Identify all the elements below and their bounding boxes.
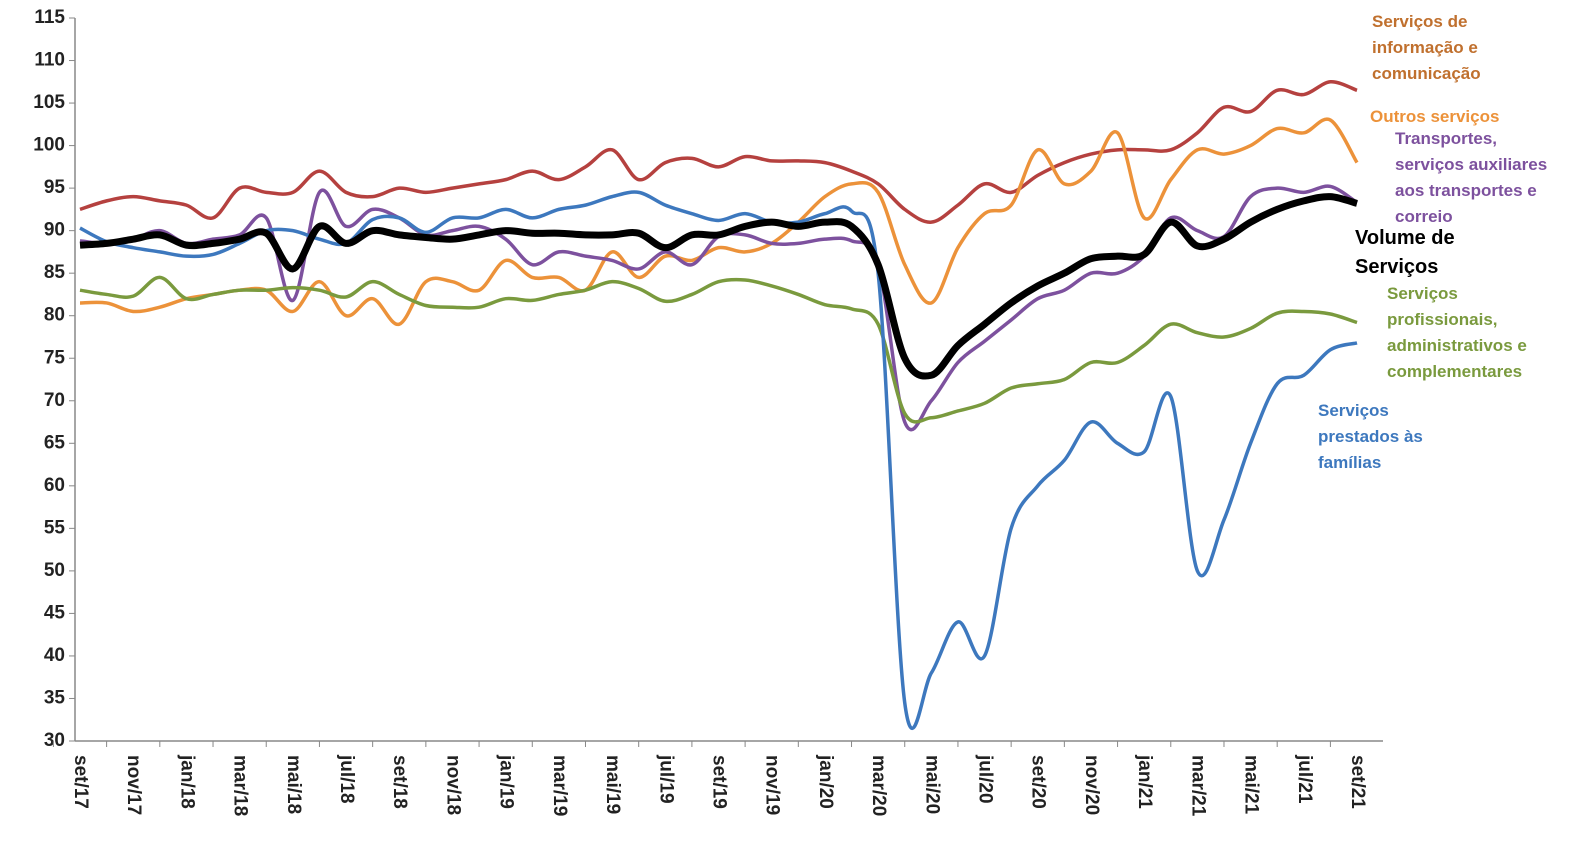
series-line <box>79 190 1358 730</box>
y-tick-label: 115 <box>34 7 65 28</box>
y-tick-label: 35 <box>44 687 66 708</box>
series-line <box>79 275 1358 424</box>
x-tick-label: nov/17 <box>123 755 144 815</box>
x-tick-label: nov/20 <box>1081 755 1102 815</box>
x-tick-label: mar/20 <box>868 755 889 816</box>
x-tick-label: set/19 <box>708 755 729 809</box>
x-tick-label: jul/20 <box>975 754 996 804</box>
y-tick-label: 90 <box>44 220 65 241</box>
x-tick-label: jul/18 <box>336 754 357 804</box>
series-label: Outros serviços <box>1370 107 1500 126</box>
x-tick-label: jul/19 <box>655 754 676 804</box>
x-tick-label: jul/21 <box>1294 754 1315 804</box>
y-tick-label: 75 <box>44 347 66 368</box>
x-tick-label: mai/19 <box>602 755 623 814</box>
y-tick-label: 85 <box>44 262 66 283</box>
y-tick-label: 55 <box>44 517 66 538</box>
y-tick-label: 110 <box>34 50 65 71</box>
y-tick-label: 30 <box>44 730 65 751</box>
x-tick-label: nov/18 <box>442 755 463 815</box>
y-tick-label: 105 <box>33 92 65 113</box>
x-tick-label: jan/20 <box>815 754 836 809</box>
y-tick-label: 100 <box>33 135 65 156</box>
x-tick-label: jan/21 <box>1134 754 1155 809</box>
series-line <box>79 193 1358 380</box>
y-tick-label: 95 <box>44 177 66 198</box>
x-tick-label: set/20 <box>1028 755 1049 809</box>
y-tick-label: 40 <box>44 645 65 666</box>
series-label: Serviços profissionais, administrativos … <box>1387 284 1527 381</box>
x-tick-label: jan/19 <box>496 754 517 809</box>
series-line <box>79 80 1358 224</box>
series-label: Serviços de informação e comunicação <box>1372 12 1481 83</box>
x-tick-label: mai/20 <box>921 755 942 814</box>
y-tick-label: 80 <box>44 305 65 326</box>
x-tick-label: set/21 <box>1347 755 1368 809</box>
series-line <box>79 117 1359 326</box>
x-tick-label: set/18 <box>389 755 410 809</box>
y-tick-label: 45 <box>44 602 66 623</box>
x-tick-label: mai/21 <box>1241 755 1262 815</box>
x-tick-label: jan/18 <box>176 754 197 809</box>
x-tick-label: set/17 <box>70 755 91 809</box>
y-tick-label: 70 <box>44 390 65 411</box>
series-label: Transportes, serviços auxiliares aos tra… <box>1395 129 1548 226</box>
series-label: Volume de Serviços <box>1355 227 1455 278</box>
series-label: Serviços prestados às famílias <box>1318 401 1423 472</box>
y-tick-label: 60 <box>44 475 65 496</box>
y-tick-label: 65 <box>44 432 66 453</box>
x-tick-label: mar/21 <box>1187 755 1208 817</box>
x-tick-label: mar/18 <box>230 755 251 816</box>
y-tick-label: 50 <box>44 560 65 581</box>
x-tick-label: mar/19 <box>549 755 570 816</box>
x-tick-label: nov/19 <box>762 755 783 815</box>
x-tick-label: mai/18 <box>283 755 304 814</box>
